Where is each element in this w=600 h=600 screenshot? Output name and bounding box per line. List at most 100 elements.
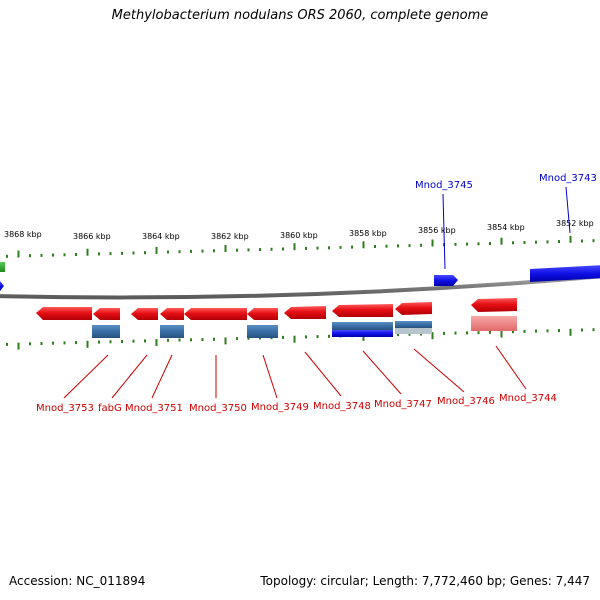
reverse-strand-genes <box>36 298 517 320</box>
cds-block[interactable] <box>395 328 432 334</box>
scale-tick <box>17 250 20 258</box>
gene-label-mnod-3747[interactable]: Mnod_3747 <box>374 399 432 410</box>
scale-tick <box>282 247 284 251</box>
scale-tick <box>63 253 66 257</box>
scale-tick <box>362 333 365 341</box>
scale-tick <box>236 248 238 252</box>
scale-tick <box>167 338 169 342</box>
scale-tick <box>339 245 342 249</box>
scale-tick <box>121 340 123 343</box>
scale-tick <box>489 330 491 334</box>
scale-tick <box>466 331 468 335</box>
scale-tick <box>454 242 457 246</box>
scale-tick <box>259 248 261 252</box>
scale-tick <box>535 240 537 244</box>
scale-tick <box>109 252 112 256</box>
scale-tick <box>40 253 43 257</box>
scale-tick <box>98 252 100 256</box>
scale-tick <box>121 251 123 255</box>
scale-tick <box>167 250 169 254</box>
gene-label-mnod-3750[interactable]: Mnod_3750 <box>189 403 247 414</box>
scale-label: 3852 kbp <box>556 219 594 228</box>
gene-label-mnod-3748[interactable]: Mnod_3748 <box>313 401 371 412</box>
scale-tick <box>500 237 503 245</box>
scale-tick <box>213 249 215 253</box>
scale-tick <box>213 337 215 341</box>
scale-tick <box>500 330 503 338</box>
gene-mnod-3744[interactable] <box>471 298 517 312</box>
gene-mnod-3747[interactable] <box>332 304 393 317</box>
gene-label-mnod-3751[interactable]: Mnod_3751 <box>125 403 183 414</box>
scale-tick <box>98 340 100 344</box>
scale-tick <box>270 247 273 251</box>
gene-green-edge[interactable] <box>0 262 5 272</box>
scale-tick <box>86 248 89 256</box>
scale-tick <box>6 254 8 258</box>
scale-tick <box>144 251 146 255</box>
gene-label-mnod-3744[interactable]: Mnod_3744 <box>499 393 557 404</box>
gene-label-mnod-3753[interactable]: Mnod_3753 <box>36 403 94 414</box>
scale-tick <box>477 242 480 246</box>
gene-label-mnod-3743[interactable]: Mnod_3743 <box>539 173 597 184</box>
scale-tick <box>569 328 572 336</box>
scale-tick <box>385 244 388 248</box>
forward-gene-label-lines <box>442 186 571 270</box>
scale-tick <box>132 251 135 255</box>
gene-blue-edge[interactable] <box>0 281 4 291</box>
scale-tick <box>397 244 399 248</box>
gene-mnod-3750[interactable] <box>184 308 247 320</box>
scale-tick <box>305 335 307 339</box>
scale-tick <box>431 332 434 340</box>
scale-tick <box>523 329 526 333</box>
scale-tick <box>190 338 192 342</box>
gene-label-lines <box>63 345 527 399</box>
scale-tick <box>75 341 77 345</box>
gene-mnod-3746[interactable] <box>395 302 432 315</box>
scale-tick <box>397 333 399 337</box>
gene-mnod-3745[interactable] <box>434 275 458 286</box>
scale-tick <box>144 339 146 343</box>
cds-block[interactable] <box>332 322 393 330</box>
scale-tick <box>29 342 31 346</box>
scale-label: 3856 kbp <box>418 226 456 235</box>
scale-tick <box>63 341 66 345</box>
scale-tick <box>408 332 411 336</box>
cds-block[interactable] <box>471 316 517 331</box>
genome-backbone <box>0 274 600 300</box>
scale-tick <box>247 336 250 340</box>
scale-tick <box>420 243 422 247</box>
gene-mnod-3748[interactable] <box>284 306 326 319</box>
scale-tick <box>535 329 537 333</box>
scale-tick <box>443 331 445 335</box>
scale-tick <box>374 245 376 248</box>
scale-tick <box>224 245 227 252</box>
cds-block[interactable] <box>92 325 120 338</box>
cds-block[interactable] <box>332 330 393 337</box>
gene-mnod-3751-b[interactable] <box>160 308 184 320</box>
map-title: Methylobacterium nodulans ORS 2060, comp… <box>111 8 489 23</box>
gene-label-mnod-3745[interactable]: Mnod_3745 <box>415 180 473 191</box>
gene-mnod-3751-a[interactable] <box>131 308 158 320</box>
gene-fabG[interactable] <box>93 308 120 320</box>
cds-block[interactable] <box>160 325 184 338</box>
gene-mnod-3753[interactable] <box>36 307 92 320</box>
scale-label: 3860 kbp <box>280 231 318 240</box>
scale-tick <box>155 246 158 254</box>
scale-tick <box>328 334 330 338</box>
gene-mnod-3743[interactable] <box>530 265 600 282</box>
reverse-gene-labels: Mnod_3753 fabG Mnod_3751 Mnod_3750 Mnod_… <box>36 393 557 414</box>
scale-tick <box>52 341 54 345</box>
scale-tick <box>362 241 365 249</box>
gene-label-mnod-3746[interactable]: Mnod_3746 <box>437 396 495 407</box>
scale-tick <box>316 246 319 250</box>
gene-label-mnod-3749[interactable]: Mnod_3749 <box>251 402 309 413</box>
scale-tick <box>224 337 227 345</box>
accession-text: Accession: NC_011894 <box>9 574 146 588</box>
cds-block[interactable] <box>395 321 432 328</box>
gene-label-fabG[interactable]: fabG <box>98 403 122 414</box>
scale-tick <box>52 253 54 257</box>
scale-label: 3854 kbp <box>487 223 525 232</box>
scale-tick <box>86 340 89 348</box>
cds-block[interactable] <box>247 325 278 338</box>
gene-mnod-3749[interactable] <box>247 308 278 320</box>
